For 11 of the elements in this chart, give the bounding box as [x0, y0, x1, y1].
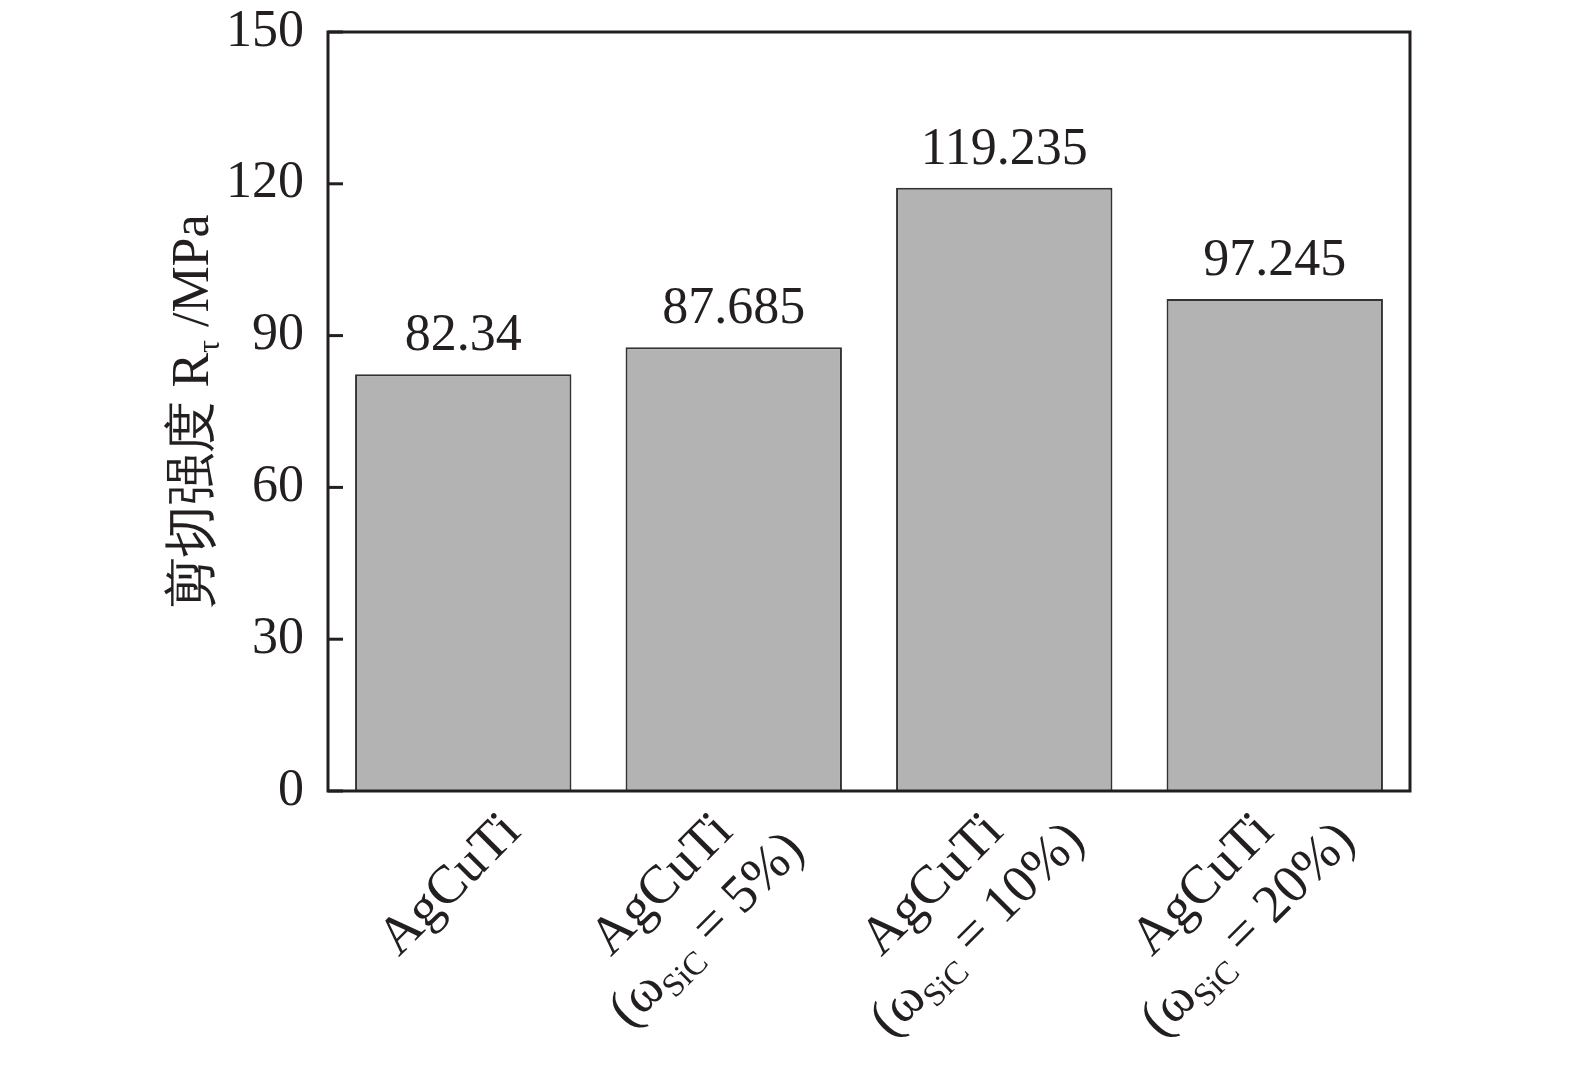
y-tick-label: 0	[278, 758, 304, 816]
data-label: 82.34	[404, 304, 522, 362]
y-tick-label: 30	[252, 606, 304, 664]
y-tick-label: 150	[226, 0, 304, 57]
y-axis-title: 剪切强度 Rτ /MPa	[162, 214, 226, 609]
data-label: 97.245	[1203, 228, 1347, 286]
y-tick-label: 90	[252, 303, 304, 361]
data-label: 87.685	[662, 277, 806, 335]
data-label: 119.235	[920, 117, 1088, 175]
y-tick-label: 60	[252, 455, 304, 513]
y-tick-label: 120	[226, 151, 304, 209]
